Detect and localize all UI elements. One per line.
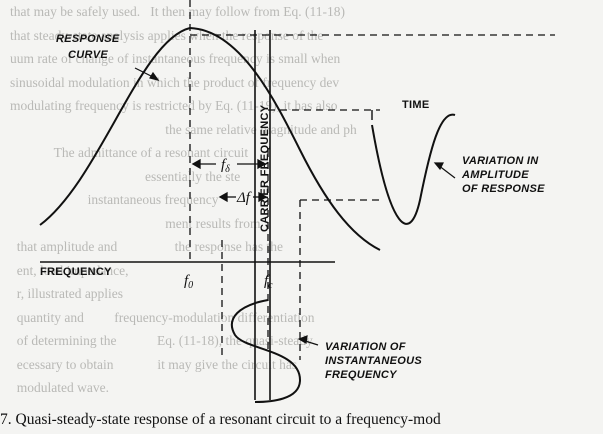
- background-text-line: of determining the Eq. (11-18), the quas…: [10, 333, 313, 348]
- background-text-line: ment results from: [10, 215, 261, 231]
- background-text-line: essentially the ste: [10, 168, 241, 184]
- background-text-line: instantaneous frequency: [10, 192, 219, 207]
- response-curve-label-2: CURVE: [68, 49, 108, 61]
- response-curve: [39, 26, 381, 251]
- background-text-line: sinusoidal modulation in which the produ…: [10, 74, 340, 90]
- f-delta-label: fδ: [221, 157, 230, 175]
- background-text-line: The admittance of a resonant circuit: [10, 145, 249, 160]
- variation-amplitude-label-2: AMPLITUDE: [461, 169, 529, 181]
- background-text-line: modulated wave.: [10, 380, 109, 395]
- carrier-frequency-label: CARRIER FREQUENCY: [259, 104, 271, 232]
- variation-instantaneous-label-2: INSTANTANEOUS: [325, 355, 422, 367]
- figure-caption: 7. Quasi-steady-state response of a reso…: [0, 411, 441, 428]
- background-text-line: that may be safely used. It then may fol…: [10, 4, 346, 19]
- background-text-line: modulating frequency is restricted by Eq…: [10, 98, 338, 113]
- variation-amplitude-label-3: OF RESPONSE: [462, 183, 545, 195]
- variation-instantaneous-label-3: FREQUENCY: [325, 369, 398, 381]
- background-text-line: ecessary to obtain it may give the circu…: [10, 356, 298, 372]
- frequency-axis-label: FREQUENCY: [40, 266, 112, 278]
- variation-amplitude-label-1: VARIATION IN: [462, 155, 539, 167]
- background-text-line: ent, load impedance,: [10, 262, 129, 278]
- background-text-line: r, illustrated applies: [10, 286, 124, 301]
- instantaneous-frequency-waveform: [230, 299, 302, 403]
- delta-f-label: Δf: [236, 190, 252, 206]
- f0-label: f0: [184, 273, 193, 291]
- background-text-line: quantity and frequency-modulation differ…: [10, 309, 315, 325]
- time-label: TIME: [402, 99, 429, 111]
- fc-label: fc: [264, 273, 273, 291]
- amplitude-variation-waveform: [371, 113, 456, 225]
- response-diagram: RESPONSE CURVE TIME VARIATION IN AMPLITU…: [39, 0, 555, 403]
- variation-instantaneous-label-1: VARIATION OF: [325, 341, 406, 353]
- response-curve-label-1: RESPONSE: [56, 33, 120, 45]
- background-text-line: that amplitude and the response has the: [10, 239, 283, 254]
